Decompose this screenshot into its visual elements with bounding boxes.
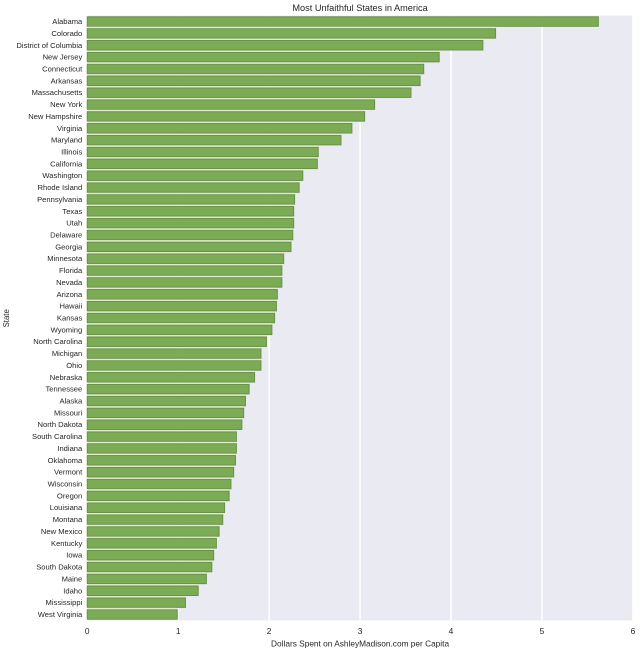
svg-text:Arkansas: Arkansas [51,76,83,85]
svg-text:Kentucky: Kentucky [51,539,82,548]
svg-text:Oregon: Oregon [57,491,82,500]
svg-text:Massachusetts: Massachusetts [32,88,83,97]
svg-text:0: 0 [85,626,90,636]
svg-text:South Dakota: South Dakota [36,563,83,572]
svg-text:3: 3 [358,626,363,636]
svg-text:Kansas: Kansas [57,314,83,323]
svg-text:Connecticut: Connecticut [42,64,83,73]
svg-text:Texas: Texas [62,207,82,216]
svg-text:Hawaii: Hawaii [59,302,82,311]
svg-text:South Carolina: South Carolina [32,432,83,441]
svg-text:Idaho: Idaho [63,586,82,595]
svg-text:Tennessee: Tennessee [46,385,83,394]
svg-text:Nevada: Nevada [56,278,83,287]
svg-text:Wyoming: Wyoming [51,325,83,334]
svg-text:Utah: Utah [66,219,82,228]
svg-text:Louisiana: Louisiana [50,503,83,512]
svg-text:6: 6 [631,626,636,636]
svg-text:Minnesota: Minnesota [47,254,83,263]
svg-text:Oklahoma: Oklahoma [48,456,83,465]
svg-text:North Carolina: North Carolina [33,337,83,346]
svg-text:New Mexico: New Mexico [41,527,82,536]
svg-text:Nebraska: Nebraska [50,373,83,382]
svg-text:Most Unfaithful States in Amer: Most Unfaithful States in America [292,3,428,13]
svg-text:District of Columbia: District of Columbia [16,41,83,50]
svg-text:State: State [2,309,11,327]
svg-text:Iowa: Iowa [66,551,83,560]
svg-text:1: 1 [176,626,181,636]
svg-text:2: 2 [267,626,272,636]
svg-text:Michigan: Michigan [52,349,82,358]
svg-text:Missouri: Missouri [54,408,83,417]
svg-text:New York: New York [50,100,82,109]
svg-text:Washington: Washington [42,171,82,180]
svg-text:Alabama: Alabama [52,17,83,26]
svg-text:Wisconsin: Wisconsin [48,480,83,489]
svg-text:Florida: Florida [59,266,83,275]
svg-text:Arizona: Arizona [57,290,84,299]
svg-text:Mississippi: Mississippi [46,598,83,607]
svg-text:Dollars Spent on AshleyMadison: Dollars Spent on AshleyMadison.com per C… [271,639,449,649]
svg-text:Colorado: Colorado [51,29,82,38]
svg-text:4: 4 [449,626,454,636]
svg-text:Vermont: Vermont [54,468,83,477]
svg-text:Pennsylvania: Pennsylvania [37,195,83,204]
svg-text:Maine: Maine [62,574,83,583]
svg-text:North Dakota: North Dakota [38,420,84,429]
svg-text:California: California [50,159,83,168]
svg-text:Illinois: Illinois [61,147,82,156]
svg-text:Georgia: Georgia [55,242,83,251]
svg-text:West Virginia: West Virginia [38,610,83,619]
svg-text:Delaware: Delaware [50,230,82,239]
svg-text:New Jersey: New Jersey [43,53,83,62]
svg-text:Alaska: Alaska [59,397,83,406]
svg-text:5: 5 [540,626,545,636]
svg-text:Virginia: Virginia [57,124,83,133]
svg-text:Ohio: Ohio [66,361,82,370]
svg-text:Indiana: Indiana [57,444,83,453]
svg-text:Montana: Montana [53,515,83,524]
svg-text:New Hampshire: New Hampshire [28,112,82,121]
svg-text:Maryland: Maryland [51,136,82,145]
svg-text:Rhode Island: Rhode Island [37,183,82,192]
